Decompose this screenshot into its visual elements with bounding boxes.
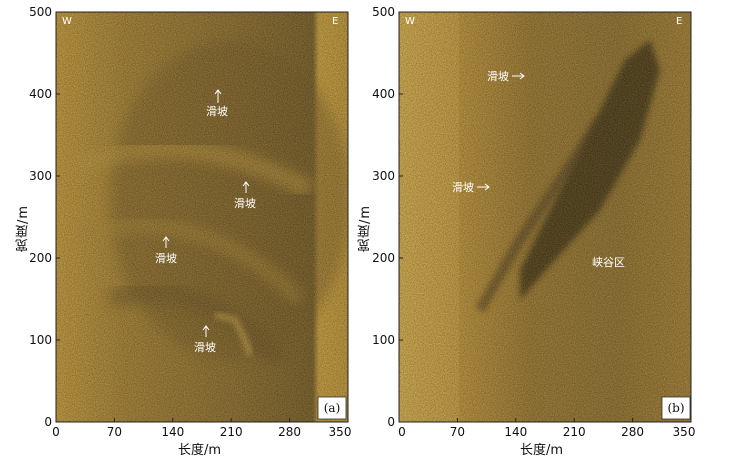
y-tick-label-b-3: 300 — [372, 169, 395, 183]
west-label-b: W — [405, 16, 415, 27]
y-axis-label-a: 宽度/m — [16, 205, 31, 253]
x-ticks-a — [55, 418, 349, 422]
y-tick-label-b-0: 0 — [387, 415, 395, 429]
panel-label-b: (b) — [667, 401, 684, 415]
landslide-label-b-2: 滑坡 — [452, 181, 474, 194]
x-tick-label-a-0: 0 — [52, 425, 60, 439]
x-tick-label-b-1: 70 — [450, 425, 465, 439]
panel-label-box-a — [317, 396, 347, 420]
panel-label-a: (a) — [324, 401, 341, 415]
y-tick-label-a-1: 100 — [29, 333, 52, 347]
x-tick-label-a-2: 140 — [161, 425, 184, 439]
sonar-image-b — [399, 12, 691, 422]
arrows-b — [477, 72, 525, 191]
x-tick-label-b-2: 140 — [504, 425, 527, 439]
y-tick-label-b-4: 400 — [372, 87, 395, 101]
x-tick-label-a-5: 350 — [329, 425, 352, 439]
y-tick-label-b-2: 200 — [372, 251, 395, 265]
arrows-a — [162, 89, 250, 337]
x-tick-label-b-0: 0 — [398, 425, 406, 439]
y-tick-label-b-5: 500 — [372, 5, 395, 19]
east-label-b: E — [676, 16, 682, 27]
y-tick-label-a-4: 400 — [29, 87, 52, 101]
landslide-label-a-3: 滑坡 — [155, 252, 177, 265]
landslide-label-a-1: 滑坡 — [206, 105, 228, 118]
y-tick-label-b-1: 100 — [372, 333, 395, 347]
x-axis-label-b: 长度/m — [520, 443, 564, 458]
west-label-a: W — [62, 16, 72, 27]
canyon-zone-label: 峡谷区 — [592, 255, 625, 269]
plot-frame-a — [55, 11, 349, 423]
x-tick-label-a-3: 210 — [220, 425, 243, 439]
x-axis-label-a: 长度/m — [178, 443, 222, 458]
y-tick-label-a-2: 200 — [29, 251, 52, 265]
plot-frame-b — [398, 11, 692, 423]
x-tick-label-b-3: 210 — [563, 425, 586, 439]
y-tick-label-a-3: 300 — [29, 169, 52, 183]
y-ticks-b — [399, 11, 403, 423]
x-tick-label-a-4: 280 — [278, 425, 301, 439]
x-tick-label-b-5: 350 — [673, 425, 696, 439]
landslide-label-a-2: 滑坡 — [234, 197, 256, 210]
east-label-a: E — [332, 16, 338, 27]
x-ticks-b — [398, 418, 692, 422]
x-tick-label-a-1: 70 — [107, 425, 122, 439]
y-ticks-a — [56, 11, 60, 423]
landslide-label-b-1: 滑坡 — [487, 70, 509, 83]
x-tick-label-b-4: 280 — [621, 425, 644, 439]
y-tick-label-a-5: 500 — [29, 5, 52, 19]
sonar-image-a — [56, 12, 348, 422]
panel-label-box-b — [661, 396, 691, 420]
y-axis-label-b: 宽度/m — [358, 205, 373, 253]
y-tick-label-a-0: 0 — [44, 415, 52, 429]
landslide-label-a-4: 滑坡 — [194, 341, 216, 354]
